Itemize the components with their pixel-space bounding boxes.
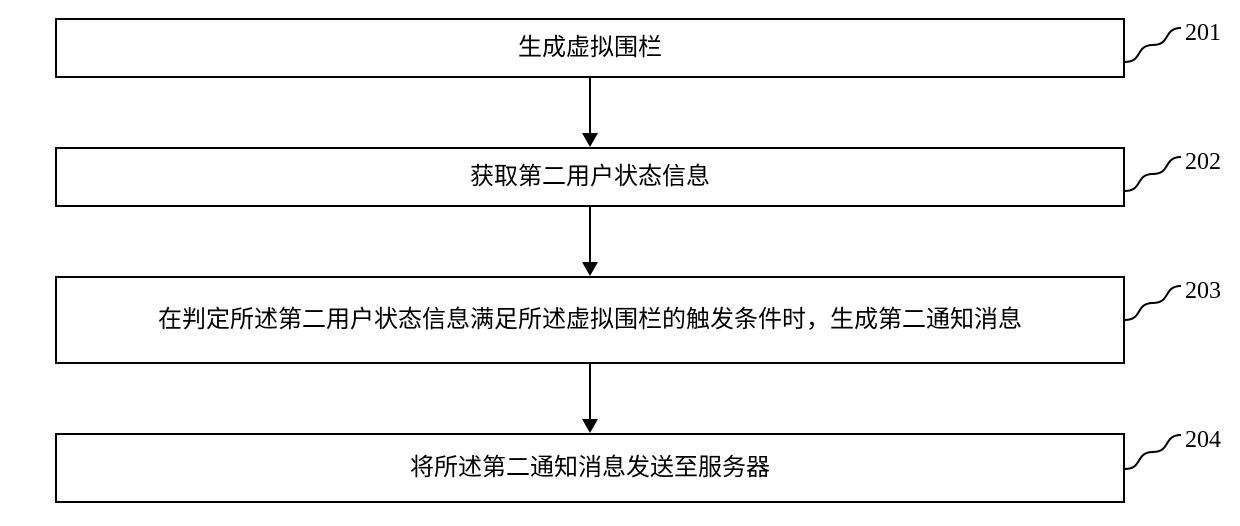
step-box-4-text: 将所述第二通知消息发送至服务器: [410, 452, 770, 484]
step-box-3-text: 在判定所述第二用户状态信息满足所述虚拟围栏的触发条件时，生成第二通知消息: [158, 304, 1022, 336]
brace-1: [1125, 28, 1181, 62]
step-label-202: 202: [1185, 149, 1221, 176]
step-box-2-text: 获取第二用户状态信息: [470, 161, 710, 193]
step-label-201: 201: [1185, 20, 1221, 47]
step-box-1: 生成虚拟围栏: [55, 18, 1125, 78]
brace-3: [1125, 286, 1181, 320]
step-box-1-text: 生成虚拟围栏: [518, 32, 662, 64]
brace-4: [1125, 435, 1181, 469]
flowchart-canvas: 生成虚拟围栏 获取第二用户状态信息 在判定所述第二用户状态信息满足所述虚拟围栏的…: [0, 0, 1240, 526]
step-box-3: 在判定所述第二用户状态信息满足所述虚拟围栏的触发条件时，生成第二通知消息: [55, 276, 1125, 364]
step-label-204: 204: [1185, 427, 1221, 454]
brace-2: [1125, 157, 1181, 191]
step-box-4: 将所述第二通知消息发送至服务器: [55, 433, 1125, 503]
step-box-2: 获取第二用户状态信息: [55, 147, 1125, 207]
step-label-203: 203: [1185, 278, 1221, 305]
